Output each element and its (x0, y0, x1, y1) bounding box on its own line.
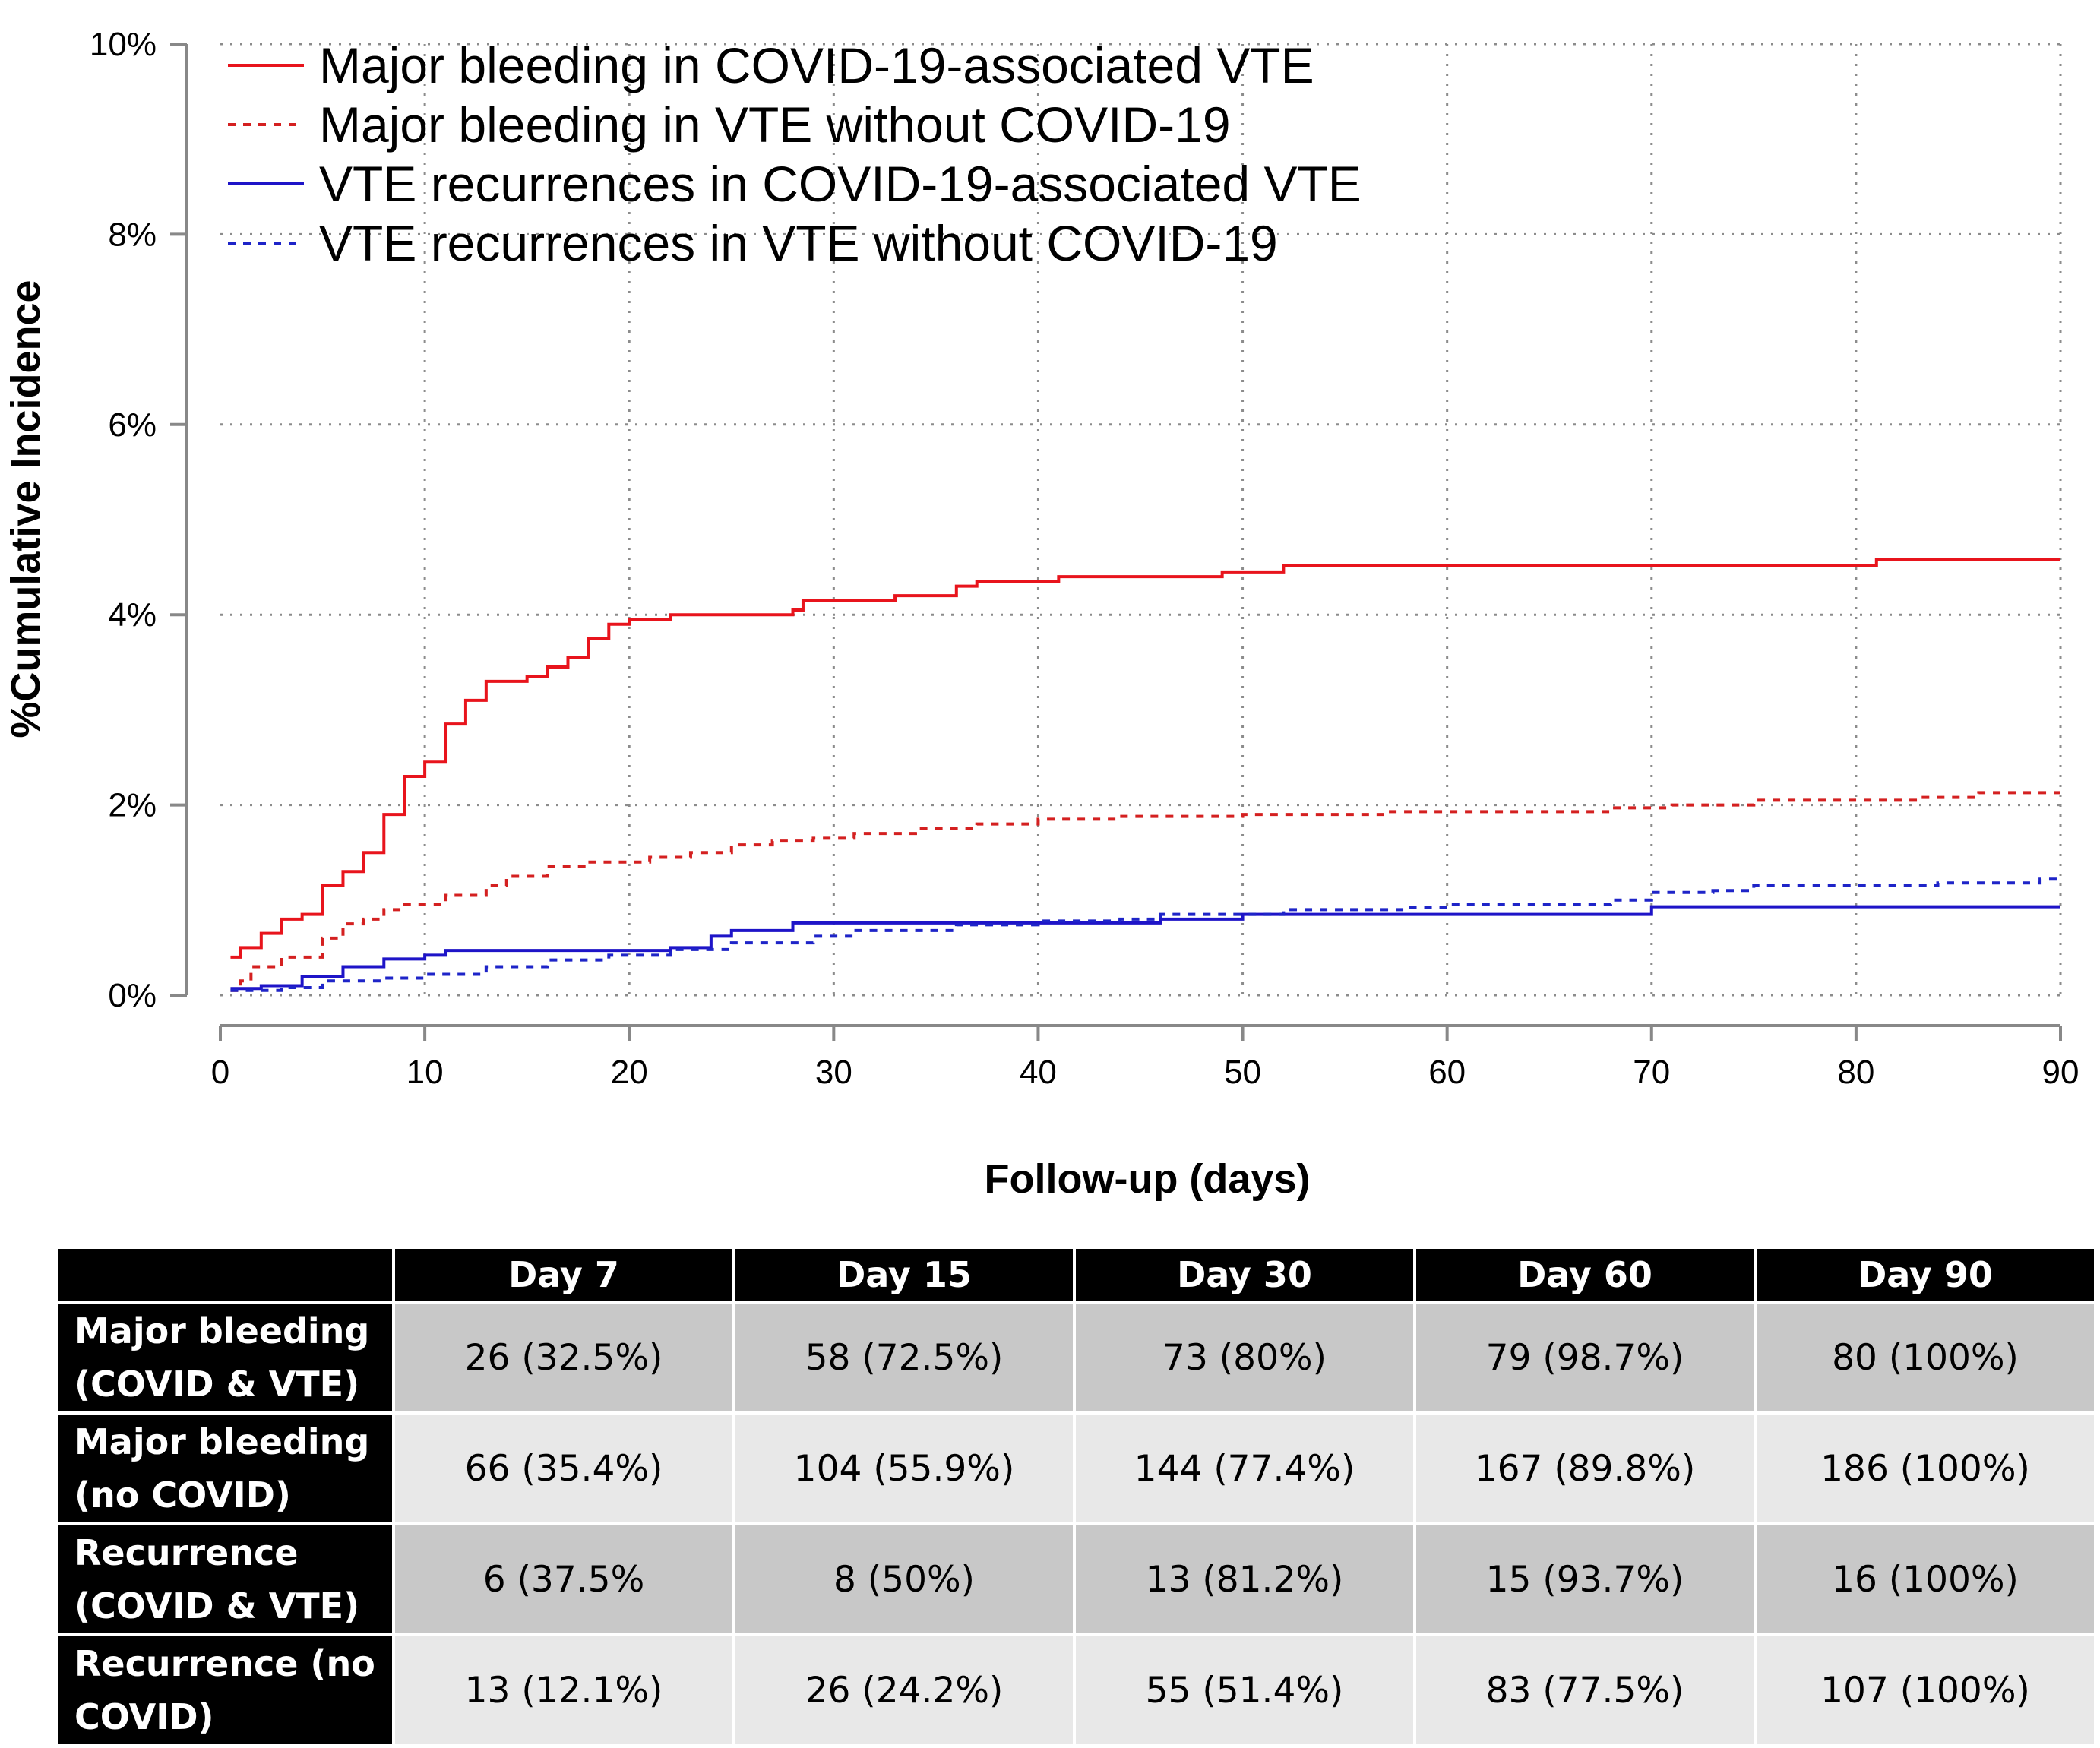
table-cell: 16 (100%) (1757, 1525, 2094, 1633)
table-cell: 13 (12.1%) (395, 1636, 732, 1744)
column-header: Day 90 (1757, 1249, 2094, 1301)
table-cell: 13 (81.2%) (1076, 1525, 1413, 1633)
events-summary-table: Day 7 Day 15 Day 30 Day 60 Day 90 Major … (55, 1246, 2097, 1747)
column-header: Day 15 (735, 1249, 1073, 1301)
column-header: Day 60 (1416, 1249, 1754, 1301)
x-tick-label: 50 (1224, 1054, 1261, 1091)
table-cell: 167 (89.8%) (1416, 1415, 1754, 1522)
legend-label-4: VTE recurrences in VTE without COVID-19 (319, 215, 1278, 271)
table-cell: 144 (77.4%) (1076, 1415, 1413, 1522)
table-cell: 8 (50%) (735, 1525, 1073, 1633)
column-header: Day 30 (1076, 1249, 1413, 1301)
x-tick-label: 70 (1633, 1054, 1670, 1091)
legend-label-1: Major bleeding in COVID-19-associated VT… (319, 37, 1314, 93)
x-tick-label: 90 (2042, 1054, 2079, 1091)
row-header: Major bleeding (no COVID) (58, 1415, 392, 1522)
x-tick-label: 20 (611, 1054, 648, 1091)
y-tick-label: 0% (108, 977, 157, 1014)
table-cell: 26 (24.2%) (735, 1636, 1073, 1744)
table-row: Recurrence (COVID & VTE) 6 (37.5% 8 (50%)… (58, 1525, 2094, 1633)
row-header: Recurrence (no COVID) (58, 1636, 392, 1744)
table-cell: 6 (37.5% (395, 1525, 732, 1633)
x-axis-title: Follow-up (days) (985, 1156, 1311, 1202)
table-cell: 55 (51.4%) (1076, 1636, 1413, 1744)
y-axis-title: %Cumulative Incidence (3, 280, 49, 738)
table-cell: 107 (100%) (1757, 1636, 2094, 1744)
legend: Major bleeding in COVID-19-associated VT… (228, 37, 1362, 271)
grid-lines (220, 43, 2062, 997)
legend-label-2: Major bleeding in VTE without COVID-19 (319, 96, 1231, 153)
y-tick-label: 6% (108, 406, 157, 444)
y-tick-label: 8% (108, 216, 157, 253)
table-header-row: Day 7 Day 15 Day 30 Day 60 Day 90 (58, 1249, 2094, 1301)
row-header: Major bleeding (COVID & VTE) (58, 1304, 392, 1411)
table-row: Recurrence (no COVID) 13 (12.1%) 26 (24.2… (58, 1636, 2094, 1744)
x-tick-label: 10 (406, 1054, 444, 1091)
table-cell: 186 (100%) (1757, 1415, 2094, 1522)
series-lines (230, 558, 2062, 992)
table-cell: 58 (72.5%) (735, 1304, 1073, 1411)
table-cell: 73 (80%) (1076, 1304, 1413, 1411)
x-tick-label: 0 (211, 1054, 229, 1091)
y-tick-label: 4% (108, 596, 157, 634)
table-cell: 104 (55.9%) (735, 1415, 1073, 1522)
y-tick-label: 10% (90, 26, 157, 63)
axes: 0% 2% 4% 6% 8% 10% 0 10 20 30 40 50 60 70 80 90 (90, 26, 2079, 1091)
table-cell: 83 (77.5%) (1416, 1636, 1754, 1744)
series-line-3 (230, 905, 2060, 991)
table-corner-cell (58, 1249, 392, 1301)
y-tick-label: 2% (108, 787, 157, 824)
x-tick-label: 60 (1428, 1054, 1466, 1091)
legend-label-3: VTE recurrences in COVID-19-associated V… (319, 156, 1362, 212)
table-cell: 80 (100%) (1757, 1304, 2094, 1411)
table-row: Major bleeding (no COVID) 66 (35.4%) 104 … (58, 1415, 2094, 1522)
table-row: Major bleeding (COVID & VTE) 26 (32.5%) 5… (58, 1304, 2094, 1411)
table-cell: 79 (98.7%) (1416, 1304, 1754, 1411)
series-line-1 (230, 558, 2060, 959)
series-line-4 (230, 876, 2062, 992)
series-line-2 (230, 791, 2060, 992)
cumulative-incidence-chart: 0% 2% 4% 6% 8% 10% 0 10 20 30 40 50 60 70 80 90 Major b… (3, 26, 2079, 1202)
column-header: Day 7 (395, 1249, 732, 1301)
x-tick-label: 40 (1020, 1054, 1057, 1091)
table-cell: 66 (35.4%) (395, 1415, 732, 1522)
x-tick-label: 80 (1837, 1054, 1874, 1091)
table-cell: 15 (93.7%) (1416, 1525, 1754, 1633)
x-tick-label: 30 (815, 1054, 852, 1091)
table-cell: 26 (32.5%) (395, 1304, 732, 1411)
row-header: Recurrence (COVID & VTE) (58, 1525, 392, 1633)
